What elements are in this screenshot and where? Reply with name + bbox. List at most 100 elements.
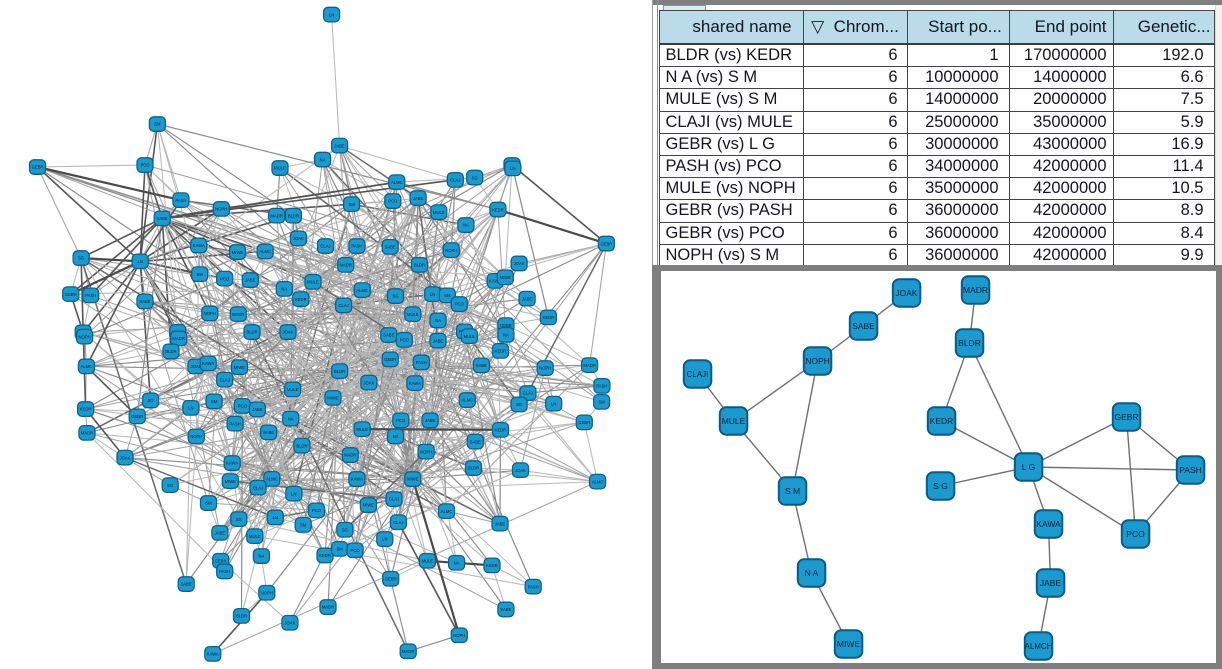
svg-text:PCO: PCO [455,302,465,307]
svg-text:PASH: PASH [528,584,539,589]
svg-text:SM: SM [211,399,218,404]
svg-text:MADR: MADR [270,213,282,218]
svg-text:PCO: PCO [312,508,322,513]
svg-text:PASH: PASH [351,244,362,249]
svg-text:SABE: SABE [470,439,481,444]
svg-text:L G: L G [1021,462,1034,472]
svg-text:SG: SG [516,402,522,407]
svg-text:JOAK: JOAK [284,621,295,626]
svg-text:NOPH: NOPH [453,633,465,638]
svg-text:JOAK: JOAK [191,364,202,369]
svg-text:GEBR: GEBR [500,323,512,328]
svg-text:LN: LN [551,401,556,406]
svg-text:MADR: MADR [962,285,987,295]
svg-text:KAWA: KAWA [409,381,421,386]
svg-text:MIWE: MIWE [327,396,339,401]
svg-text:JOAK: JOAK [363,380,374,385]
svg-text:CLAJ: CLAJ [393,520,403,525]
svg-text:SG: SG [167,483,173,488]
svg-text:CLAJ: CLAJ [320,244,330,249]
svg-text:SABE: SABE [383,333,394,338]
svg-text:N A: N A [804,568,818,578]
svg-text:SM: SM [154,122,161,127]
svg-text:MULE: MULE [287,387,299,392]
svg-text:KEDR: KEDR [495,349,507,354]
svg-text:BLDR: BLDR [414,263,425,268]
svg-text:MULE: MULE [274,166,286,171]
svg-text:SM: SM [598,400,605,405]
svg-text:LN: LN [188,406,193,411]
svg-text:BLDR: BLDR [236,614,247,619]
svg-text:KEDR: KEDR [495,428,507,433]
svg-text:KAWA: KAWA [1036,519,1061,529]
svg-text:SM: SM [205,501,212,506]
svg-text:JABE: JABE [1039,578,1061,588]
svg-text:LN: LN [138,259,143,264]
svg-text:JABE: JABE [522,296,533,301]
svg-text:NOPH: NOPH [79,334,91,339]
svg-text:KAWA: KAWA [193,243,205,248]
svg-text:MADR: MADR [344,453,356,458]
svg-text:KEDR: KEDR [319,553,331,558]
svg-text:SG: SG [472,175,478,180]
svg-text:MIWE: MIWE [234,365,246,370]
svg-text:PCO: PCO [220,276,230,281]
svg-text:NA: NA [320,157,326,162]
svg-text:LN: LN [430,292,435,297]
svg-text:SABE: SABE [181,582,192,587]
svg-text:NOPH: NOPH [190,434,202,439]
svg-text:MULE: MULE [356,427,368,432]
svg-text:KEDR: KEDR [295,297,307,302]
svg-text:KEDR: KEDR [929,416,953,426]
svg-text:PASH: PASH [230,421,241,426]
svg-text:KAWA: KAWA [489,279,501,284]
svg-text:PASH: PASH [596,384,607,389]
svg-text:SABE: SABE [157,216,168,221]
svg-text:JABE: JABE [252,407,263,412]
svg-text:NA: NA [288,416,294,421]
svg-text:NOPH: NOPH [420,449,432,454]
svg-text:PCO: PCO [400,338,410,343]
svg-text:SM: SM [348,202,355,207]
svg-text:SM: SM [300,523,307,528]
svg-text:CLAJ: CLAJ [338,303,348,308]
svg-text:PCO: PCO [238,404,248,409]
svg-text:SABE: SABE [852,321,875,331]
svg-text:NA: NA [393,434,399,439]
svg-text:MIWE: MIWE [225,479,237,484]
svg-text:SABE: SABE [500,607,511,612]
svg-text:JOAK: JOAK [283,330,294,335]
svg-text:SM: SM [444,293,451,298]
svg-text:BLDR: BLDR [468,466,479,471]
svg-text:MULE: MULE [249,534,261,539]
svg-text:NA: NA [281,287,287,292]
svg-text:JABE: JABE [215,531,226,536]
svg-text:SG: SG [392,294,398,299]
svg-text:NOPH: NOPH [539,366,551,371]
svg-text:SABE: SABE [476,363,487,368]
svg-text:KAWA: KAWA [202,361,214,366]
svg-text:S G: S G [933,481,948,491]
svg-text:BLDR: BLDR [958,338,981,348]
svg-text:NOPH: NOPH [215,207,227,212]
svg-text:JABE: JABE [245,278,256,283]
svg-text:NOPH: NOPH [805,356,830,366]
svg-text:KEDR: KEDR [543,315,555,320]
svg-text:PASH: PASH [219,569,230,574]
svg-text:GEBR: GEBR [1114,412,1138,422]
svg-text:ALMCH: ALMCH [1024,642,1052,651]
svg-text:LN: LN [510,166,515,171]
svg-text:PCO: PCO [1126,529,1145,539]
svg-text:KAWA: KAWA [226,461,238,466]
svg-text:BLDR: BLDR [288,213,299,218]
svg-text:NA: NA [435,318,441,323]
svg-text:NOPH: NOPH [445,248,457,253]
svg-text:MADR: MADR [232,312,244,317]
svg-text:BLDR: BLDR [246,330,257,335]
svg-text:MULE: MULE [307,280,319,285]
svg-text:MULE: MULE [407,312,419,317]
svg-text:LN: LN [382,537,387,542]
svg-text:ALMC: ALMC [266,477,278,482]
svg-text:MADR: MADR [583,363,595,368]
svg-text:S M: S M [784,486,799,496]
